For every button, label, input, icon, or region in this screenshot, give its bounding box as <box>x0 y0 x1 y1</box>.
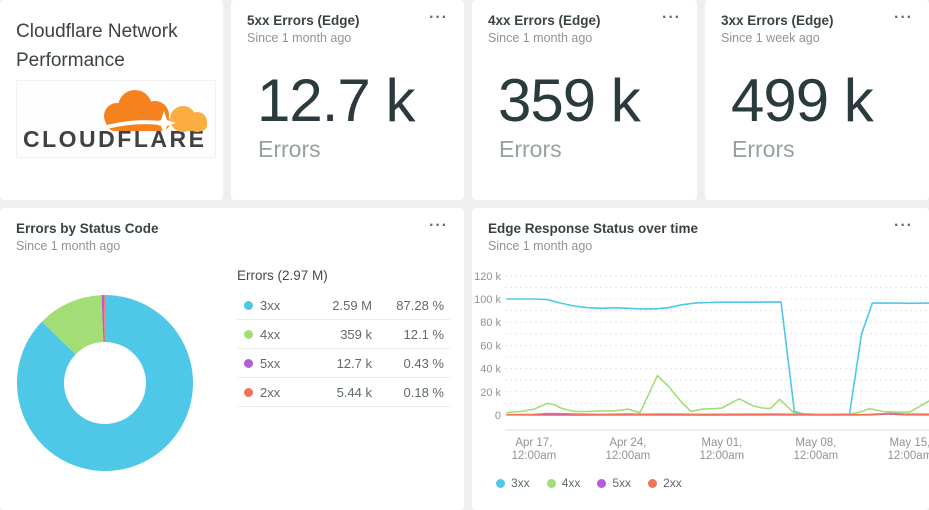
table-row-2xx[interactable]: 2xx 5.44 k 0.18 % <box>237 378 450 407</box>
card-menu-button[interactable]: ··· <box>894 9 913 26</box>
row-percent: 0.18 % <box>403 384 444 400</box>
row-label: 4xx <box>260 326 281 342</box>
y-axis-label: 60 k <box>480 340 501 352</box>
series-dot-5xx <box>244 358 253 368</box>
legend-label: 3xx <box>511 476 530 490</box>
series-dot-3xx <box>244 300 253 310</box>
stat-card-3xx: 3xx Errors (Edge) Since 1 week ago ··· 4… <box>705 0 929 200</box>
legend-item-5xx[interactable]: 5xx <box>597 476 631 490</box>
stat-unit: Errors <box>258 136 321 162</box>
card-title: 3xx Errors (Edge) <box>721 13 834 28</box>
y-axis-label: 120 k <box>474 271 501 283</box>
card-menu-button[interactable]: ··· <box>662 9 681 26</box>
stat-unit: Errors <box>499 136 562 162</box>
x-axis-label: May 01, 12:00am <box>699 437 744 462</box>
donut-slice-4xx[interactable] <box>41 295 104 355</box>
row-value: 12.7 k <box>336 355 372 371</box>
legend-label: 4xx <box>561 476 581 490</box>
donut-slice-5xx[interactable] <box>101 295 105 343</box>
cloudflare-wordmark: CLOUDFLARE <box>23 126 207 152</box>
row-label: 3xx <box>260 297 281 313</box>
line-chart-legend: 3xx 4xx 5xx 2xx <box>496 476 682 490</box>
table-header: Errors (2.97 M) <box>237 268 328 283</box>
row-percent: 87.28 % <box>396 297 444 313</box>
row-percent: 0.43 % <box>403 355 444 371</box>
table-row-3xx[interactable]: 3xx 2.59 M 87.28 % <box>237 291 450 320</box>
cloudflare-cloud-icon <box>104 90 207 133</box>
dashboard-title: Cloudflare Network Performance <box>16 21 178 71</box>
errors-by-status-code-card: Errors by Status Code Since 1 month ago … <box>0 208 464 510</box>
stat-value: 499 k <box>731 67 874 134</box>
stat-card-4xx: 4xx Errors (Edge) Since 1 month ago ··· … <box>472 0 697 200</box>
card-subtitle: Since 1 month ago <box>16 239 121 253</box>
row-value: 5.44 k <box>336 384 372 400</box>
status-code-donut-chart[interactable] <box>15 292 195 476</box>
donut-slice-2xx[interactable] <box>103 295 105 343</box>
row-label: 2xx <box>260 384 281 400</box>
table-row-4xx[interactable]: 4xx 359 k 12.1 % <box>237 320 450 349</box>
series-dot-4xx <box>244 329 253 339</box>
legend-dot-5xx <box>597 478 607 488</box>
legend-dot-4xx <box>546 478 556 488</box>
card-menu-button[interactable]: ··· <box>429 217 448 234</box>
card-subtitle: Since 1 month ago <box>488 239 593 253</box>
x-axis-label: May 08, 12:00am <box>794 437 839 462</box>
row-label: 5xx <box>260 355 281 371</box>
donut-slice-3xx[interactable] <box>16 295 193 471</box>
stat-value: 12.7 k <box>257 67 415 134</box>
row-value: 359 k <box>340 326 372 342</box>
card-subtitle: Since 1 month ago <box>488 31 593 45</box>
y-axis-label: 80 k <box>480 317 501 329</box>
y-axis-label: 100 k <box>474 294 501 306</box>
stat-unit: Errors <box>732 136 795 162</box>
legend-label: 5xx <box>612 476 632 490</box>
legend-item-4xx[interactable]: 4xx <box>546 476 581 490</box>
table-row-5xx[interactable]: 5xx 12.7 k 0.43 % <box>237 349 450 378</box>
status-code-table: Errors (2.97 M) 3xx 2.59 M 87.28 % 4xx 3… <box>237 268 450 407</box>
edge-response-status-card: 0 20 k 40 k 60 k 80 k 100 k 120 k Apr 17, 12:00a… <box>472 208 929 510</box>
legend-label: 2xx <box>663 476 682 490</box>
card-title: Edge Response Status over time <box>488 221 699 236</box>
chart-line-3xx <box>506 298 929 416</box>
legend-dot-2xx <box>648 478 658 488</box>
cloudflare-logo: CLOUDFLARE <box>16 80 216 158</box>
y-axis-label: 20 k <box>480 387 501 399</box>
card-title: 5xx Errors (Edge) <box>247 13 360 28</box>
edge-response-line-chart[interactable]: 0 20 k 40 k 60 k 80 k 100 k 120 k Apr 17, 12:00a… <box>472 208 929 510</box>
series-dot-2xx <box>244 387 253 397</box>
legend-dot-3xx <box>496 478 505 488</box>
chart-line-2xx <box>506 412 929 416</box>
x-axis-label: Apr 24, 12:00am <box>605 437 650 462</box>
dashboard-title-card: Cloudflare Network Performance CLOUDFLAR… <box>0 0 223 200</box>
card-title: 4xx Errors (Edge) <box>488 13 601 28</box>
row-value: 2.59 M <box>332 297 372 313</box>
row-percent: 12.1 % <box>403 326 444 342</box>
card-subtitle: Since 1 month ago <box>247 31 352 45</box>
y-axis-label: 0 <box>495 410 501 422</box>
chart-line-4xx <box>506 374 929 416</box>
card-title: Errors by Status Code <box>16 221 159 236</box>
x-axis-label: Apr 17, 12:00am <box>511 437 556 462</box>
stat-value: 359 k <box>498 67 641 134</box>
legend-item-3xx[interactable]: 3xx <box>496 476 530 490</box>
x-axis-label: May 15, 12:00am <box>888 437 929 462</box>
stat-card-5xx: 5xx Errors (Edge) Since 1 month ago ··· … <box>231 0 464 200</box>
card-menu-button[interactable]: ··· <box>894 217 913 234</box>
y-axis-label: 40 k <box>480 364 501 376</box>
legend-item-2xx[interactable]: 2xx <box>648 476 682 490</box>
card-menu-button[interactable]: ··· <box>429 9 448 26</box>
card-subtitle: Since 1 week ago <box>721 31 820 45</box>
